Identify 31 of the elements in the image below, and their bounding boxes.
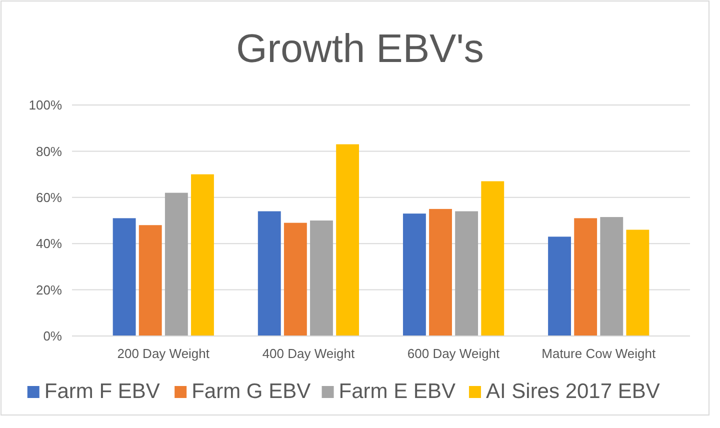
- bar: [310, 220, 333, 336]
- legend-label: Farm F EBV: [44, 380, 160, 403]
- bar: [336, 144, 360, 336]
- bar: [138, 225, 162, 336]
- legend-label: AI Sires 2017 EBV: [486, 380, 660, 403]
- x-tick-label: 400 Day Weight: [262, 346, 355, 361]
- bar: [402, 214, 426, 336]
- bar: [481, 181, 504, 336]
- y-tick-label: 0%: [43, 328, 62, 344]
- x-tick-label: 600 Day Weight: [407, 346, 500, 361]
- x-tick-label: 200 Day Weight: [117, 346, 210, 361]
- y-tick-label: 80%: [36, 144, 62, 159]
- legend-label: Farm G EBV: [192, 380, 311, 403]
- bar: [429, 208, 452, 336]
- bar: [626, 230, 650, 336]
- y-tick-label: 100%: [28, 98, 62, 113]
- bar: [548, 236, 571, 336]
- chart-title: Growth EBV's: [236, 27, 484, 71]
- bar: [258, 211, 281, 336]
- bar: [112, 218, 136, 336]
- bar: [284, 222, 307, 336]
- bar: [574, 218, 598, 336]
- x-tick-label: Mature Cow Weight: [542, 346, 656, 361]
- legend-label: Farm E EBV: [338, 380, 456, 403]
- bar: [455, 211, 478, 336]
- y-tick-label: 20%: [36, 282, 62, 298]
- y-tick-label: 40%: [36, 236, 62, 252]
- bar: [191, 174, 214, 336]
- bar: [600, 217, 624, 336]
- y-tick-label: 60%: [36, 190, 62, 205]
- bar: [164, 192, 188, 336]
